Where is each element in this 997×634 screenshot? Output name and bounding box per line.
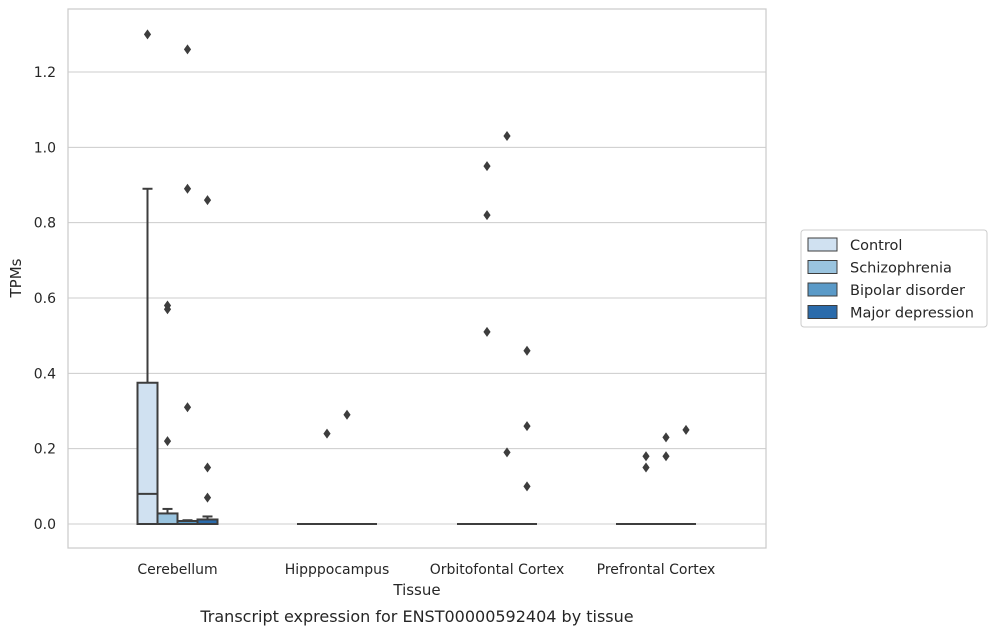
outlier-point <box>523 481 531 492</box>
box-group <box>636 451 656 525</box>
legend-label: Major depression <box>850 306 974 322</box>
box-group <box>156 300 179 525</box>
outlier-point <box>523 345 531 356</box>
box-group <box>317 428 337 525</box>
outlier-point <box>682 424 690 435</box>
outlier-point <box>183 183 192 194</box>
y-tick-label: 0.0 <box>34 517 56 533</box>
y-axis-title: TPMs <box>7 258 25 298</box>
outlier-point <box>143 29 152 40</box>
legend-frame <box>800 229 988 328</box>
outlier-point <box>163 436 172 447</box>
outlier-point <box>203 492 212 503</box>
y-tick-label: 0.6 <box>34 291 56 307</box>
legend-label: Bipolar disorder <box>850 283 965 299</box>
box-group <box>176 44 199 526</box>
box-group <box>676 424 696 525</box>
x-axis-ticks: Cerebellum Hipppocampus Orbitofontal Corte… <box>137 562 715 578</box>
box-group <box>196 195 219 525</box>
chart-caption: Transcript expression for ENST0000059240… <box>199 607 633 626</box>
y-tick-label: 0.4 <box>34 366 56 382</box>
box <box>156 512 179 525</box>
outlier-point <box>662 451 670 462</box>
legend-swatch <box>807 260 838 274</box>
outlier-point <box>183 402 192 413</box>
box-group <box>477 161 497 525</box>
outlier-point <box>662 432 670 443</box>
outlier-point <box>203 195 212 206</box>
box-group <box>337 409 357 525</box>
legend-label: Control <box>850 238 902 254</box>
box <box>136 381 159 525</box>
legend-items: Control Schizophrenia Bipolar disorder Majo… <box>807 237 974 322</box>
outlier-point <box>523 421 531 432</box>
x-axis-title: Tissue <box>392 581 440 599</box>
y-tick-label: 1.0 <box>34 140 56 156</box>
outlier-point <box>343 409 351 420</box>
box-group <box>497 131 517 525</box>
outlier-point <box>503 131 511 142</box>
box-group <box>136 29 159 525</box>
x-tick-label: Cerebellum <box>137 562 217 578</box>
legend-swatch <box>807 305 838 319</box>
legend-label: Schizophrenia <box>850 261 952 277</box>
outlier-point <box>323 428 331 439</box>
y-tick-label: 0.2 <box>34 442 56 458</box>
box-plot-series <box>136 29 696 526</box>
x-tick-label: Orbitofontal Cortex <box>430 562 565 578</box>
outlier-point <box>203 462 212 473</box>
legend: Control Schizophrenia Bipolar disorder Majo… <box>800 229 988 328</box>
y-tick-label: 1.2 <box>34 65 56 81</box>
outlier-point <box>483 326 491 337</box>
outlier-point <box>642 451 650 462</box>
box-group <box>656 432 676 525</box>
x-tick-label: Prefrontal Cortex <box>597 562 716 578</box>
legend-swatch <box>807 282 838 297</box>
outlier-point <box>483 210 491 221</box>
outlier-point <box>183 44 192 55</box>
outlier-point <box>503 447 511 458</box>
y-axis-ticks: 0.0 0.2 0.4 0.6 0.8 1.0 1.2 <box>34 65 56 533</box>
outlier-point <box>163 304 172 315</box>
outlier-point <box>642 462 650 473</box>
y-tick-label: 0.8 <box>34 216 56 232</box>
x-tick-label: Hipppocampus <box>285 562 390 578</box>
outlier-point <box>483 161 491 172</box>
box-group <box>517 345 537 525</box>
legend-swatch <box>807 237 838 252</box>
plot-area-frame <box>67 8 767 549</box>
gridlines <box>68 71 766 525</box>
